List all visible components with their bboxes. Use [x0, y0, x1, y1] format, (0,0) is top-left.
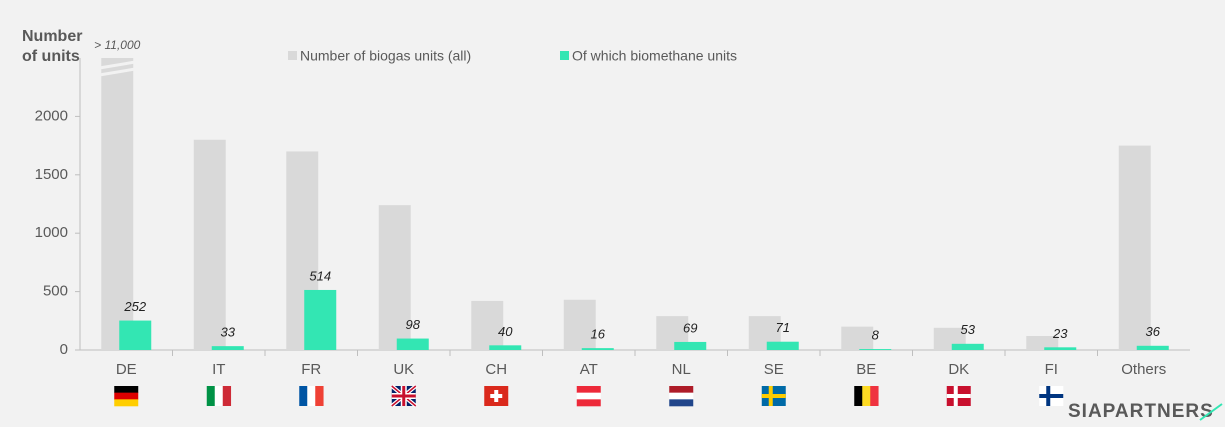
value-label: 514 — [309, 268, 331, 283]
flag — [391, 386, 416, 406]
y-axis-label: Number — [22, 28, 82, 45]
bar — [193, 139, 226, 350]
flag — [214, 386, 224, 406]
y-tick-label: 1500 — [35, 166, 68, 183]
flag — [669, 386, 694, 393]
logo-mark — [1199, 403, 1223, 421]
y-tick-label: 1000 — [35, 224, 68, 241]
value-label: 23 — [1052, 326, 1068, 341]
axis-break — [99, 60, 136, 70]
legend-label: Of which biomethane units — [572, 48, 737, 64]
x-tick-label: FR — [301, 361, 321, 378]
flag — [114, 392, 139, 400]
axis-break — [99, 67, 136, 77]
bar — [1118, 145, 1151, 350]
x-tick-label: AT — [580, 361, 598, 378]
bar — [1136, 345, 1169, 350]
flag — [854, 386, 863, 406]
bar — [581, 348, 614, 350]
bar — [378, 205, 411, 350]
legend-swatch — [560, 51, 569, 60]
flag — [114, 399, 139, 407]
flag — [490, 390, 503, 402]
logo: SIAPARTNERS — [1068, 401, 1214, 422]
flag — [576, 386, 601, 393]
x-tick-label: IT — [212, 361, 225, 378]
bar — [563, 299, 596, 350]
x-tick-label: UK — [393, 361, 414, 378]
x-tick-label: CH — [485, 361, 507, 378]
y-tick-label: 0 — [60, 341, 68, 358]
value-label: 40 — [498, 324, 513, 339]
flag — [669, 399, 694, 407]
value-label: > 11,000 — [94, 38, 140, 52]
bar — [841, 326, 874, 350]
bar — [859, 349, 892, 350]
x-tick-label: SE — [764, 361, 784, 378]
bar — [119, 320, 152, 350]
value-label: 69 — [683, 320, 697, 335]
x-tick-label: Others — [1121, 361, 1166, 378]
flag — [307, 386, 316, 406]
flag — [862, 386, 871, 406]
flag — [299, 386, 308, 406]
x-tick-label: BE — [856, 361, 876, 378]
legend-label: Number of biogas units (all) — [300, 48, 471, 64]
value-label: 252 — [123, 299, 146, 314]
value-label: 71 — [776, 320, 790, 335]
y-axis-label: of units — [22, 48, 80, 65]
bar — [489, 345, 522, 350]
value-label: 53 — [961, 322, 976, 337]
bar — [1044, 347, 1077, 350]
y-tick-label: 2000 — [35, 107, 68, 124]
bar — [396, 338, 429, 350]
flag — [222, 386, 232, 406]
bar — [471, 300, 504, 350]
bar — [211, 346, 244, 350]
flag — [946, 386, 971, 406]
value-label: 16 — [591, 327, 606, 342]
bar — [951, 343, 984, 350]
flag — [870, 386, 879, 406]
flag — [576, 392, 601, 400]
bar — [674, 341, 707, 350]
bar — [1026, 335, 1059, 350]
flag — [1039, 386, 1064, 406]
x-tick-label: DK — [948, 361, 969, 378]
bar — [304, 289, 337, 350]
bar — [766, 341, 799, 350]
y-tick-label: 500 — [43, 283, 68, 300]
flag — [761, 386, 786, 406]
legend-swatch — [288, 51, 297, 60]
x-tick-label: NL — [672, 361, 691, 378]
value-label: 8 — [872, 328, 880, 343]
flag — [114, 386, 139, 393]
flag — [669, 392, 694, 400]
value-label: 36 — [1146, 324, 1161, 339]
flag — [315, 386, 324, 406]
flag — [576, 399, 601, 407]
x-tick-label: FI — [1045, 361, 1058, 378]
value-label: 33 — [221, 325, 236, 340]
x-tick-label: DE — [116, 361, 137, 378]
value-label: 98 — [406, 317, 421, 332]
bar — [101, 58, 134, 351]
flag — [206, 386, 216, 406]
plot-area — [101, 58, 1169, 351]
